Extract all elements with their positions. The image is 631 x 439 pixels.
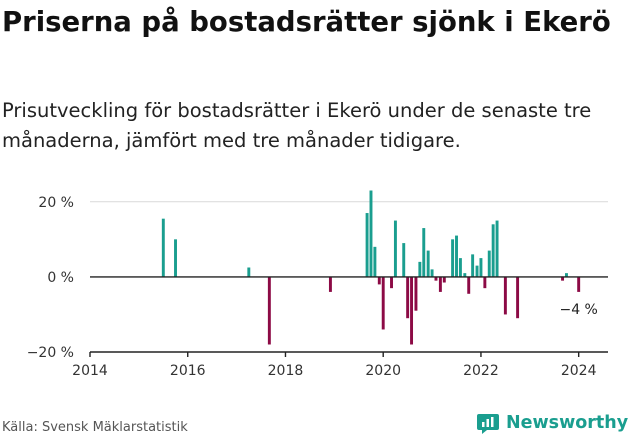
bar bbox=[406, 276, 410, 319]
bar bbox=[426, 250, 430, 277]
bar bbox=[267, 276, 271, 345]
bar bbox=[373, 246, 377, 277]
y-tick-label: 0 % bbox=[47, 270, 74, 286]
bar bbox=[402, 243, 406, 277]
bar bbox=[414, 276, 418, 311]
source-note: Källa: Svensk Mäklarstatistik bbox=[2, 420, 188, 435]
bar bbox=[418, 261, 422, 277]
page-title: Priserna på bostadsrätter sjönk i Ekerö bbox=[2, 6, 611, 38]
bar bbox=[438, 276, 442, 292]
bar bbox=[442, 276, 446, 283]
bar bbox=[381, 276, 385, 330]
bar bbox=[393, 220, 397, 277]
bar bbox=[369, 190, 373, 277]
last-value-label: −4 % bbox=[559, 302, 597, 318]
x-tick-label: 2016 bbox=[170, 363, 206, 379]
bar bbox=[475, 265, 479, 277]
bar bbox=[161, 218, 165, 277]
x-tick-label: 2014 bbox=[72, 363, 108, 379]
bar bbox=[471, 254, 475, 277]
bar bbox=[390, 276, 393, 289]
bar bbox=[455, 235, 458, 277]
brand[interactable]: Newsworthy bbox=[476, 409, 628, 437]
bar bbox=[503, 276, 507, 315]
bar bbox=[174, 239, 177, 277]
bar bbox=[467, 276, 471, 294]
bar bbox=[577, 276, 581, 292]
bar bbox=[422, 228, 426, 277]
bar bbox=[430, 269, 434, 277]
bar bbox=[451, 239, 455, 277]
y-tick-label: −20 % bbox=[27, 345, 74, 361]
bar bbox=[479, 258, 483, 277]
bar bbox=[495, 220, 499, 277]
bar bbox=[561, 276, 565, 281]
x-tick-label: 2020 bbox=[365, 363, 401, 379]
brand-name: Newsworthy bbox=[506, 413, 629, 433]
bar bbox=[247, 267, 251, 277]
bar bbox=[565, 273, 568, 277]
bar bbox=[328, 276, 332, 292]
bar bbox=[365, 213, 369, 277]
y-tick-label: 20 % bbox=[38, 195, 74, 211]
newsworthy-logo-icon bbox=[477, 414, 499, 434]
chart-subtitle: Prisutveckling för bostadsrätter i Ekerö… bbox=[2, 99, 592, 152]
bar bbox=[434, 276, 438, 281]
bar bbox=[377, 276, 381, 285]
bar bbox=[516, 276, 520, 319]
bar bbox=[458, 258, 462, 277]
bar bbox=[491, 224, 495, 277]
x-tick-label: 2018 bbox=[268, 363, 304, 379]
bar bbox=[410, 276, 414, 345]
x-tick-label: 2024 bbox=[561, 363, 597, 379]
bar bbox=[487, 250, 491, 277]
x-tick-label: 2022 bbox=[463, 363, 499, 379]
bar bbox=[463, 273, 467, 277]
bar bbox=[483, 276, 487, 289]
